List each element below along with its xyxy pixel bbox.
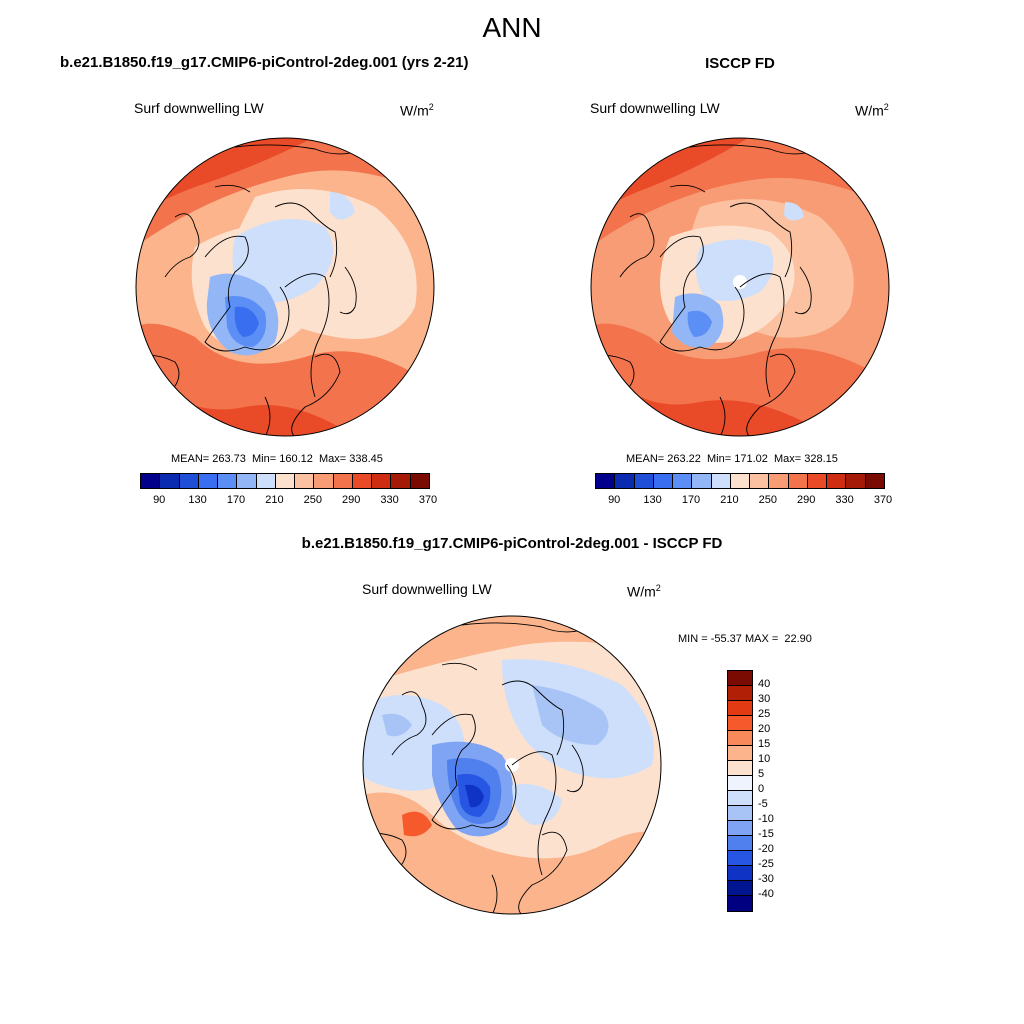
colorbar-swatch [653, 474, 674, 488]
colorbar-swatch [728, 851, 752, 866]
colorbar-swatch [673, 474, 693, 488]
colorbar-swatch [728, 716, 752, 731]
obs-stats-text: MEAN= 263.22 Min= 171.02 Max= 328.15 [626, 453, 838, 465]
colorbar-swatch [728, 746, 752, 761]
colorbar-tick-label: 15 [758, 738, 771, 750]
obs-polar-map [590, 137, 890, 437]
colorbar-tick-label: 330 [380, 494, 399, 506]
colorbar-swatch [730, 474, 751, 488]
diff-colorbar [727, 670, 753, 912]
colorbar-swatch [807, 474, 828, 488]
colorbar-swatch [728, 776, 752, 791]
colorbar-swatch [198, 474, 219, 488]
colorbar-swatch [728, 881, 752, 896]
diff-colorbar-ticks: 40 30 25 20 15 10 5 0 -5 -10 -15 -20 -25 -30 -40 [758, 670, 798, 910]
colorbar-swatch [728, 821, 752, 836]
colorbar-swatch [728, 791, 752, 806]
colorbar-tick-label: 25 [758, 708, 771, 720]
colorbar-swatch [160, 474, 180, 488]
colorbar-swatch [391, 474, 411, 488]
colorbar-swatch [728, 701, 752, 716]
diff-stats-text: MIN = -55.37 MAX = 22.90 [678, 633, 812, 645]
obs-colorbar [595, 473, 885, 489]
obs-dataset-title: ISCCP FD [705, 55, 775, 72]
colorbar-swatch [275, 474, 296, 488]
colorbar-swatch [634, 474, 654, 488]
colorbar-swatch [692, 474, 712, 488]
colorbar-tick-label: 130 [643, 494, 662, 506]
colorbar-tick-label: 290 [342, 494, 361, 506]
colorbar-tick-label: 170 [681, 494, 701, 506]
colorbar-swatch [333, 474, 353, 488]
colorbar-swatch [615, 474, 635, 488]
colorbar-swatch [237, 474, 257, 488]
colorbar-tick-label: 330 [835, 494, 854, 506]
diff-polar-map [362, 615, 662, 915]
colorbar-swatch [256, 474, 276, 488]
model-units-label: W/m2 [400, 102, 434, 119]
colorbar-swatch [788, 474, 808, 488]
colorbar-swatch [728, 836, 752, 851]
colorbar-swatch [179, 474, 199, 488]
colorbar-tick-label: 40 [758, 678, 771, 690]
colorbar-tick-label: 130 [188, 494, 207, 506]
colorbar-swatch [596, 474, 616, 488]
figure-title: ANN [482, 12, 542, 43]
colorbar-tick-label: 0 [758, 783, 765, 795]
colorbar-tick-label: 210 [265, 494, 284, 506]
colorbar-tick-label: 370 [873, 494, 893, 506]
colorbar-tick-label: 250 [758, 494, 777, 506]
colorbar-swatch [141, 474, 161, 488]
colorbar-tick-label: 10 [758, 753, 771, 765]
colorbar-swatch [295, 474, 315, 488]
colorbar-tick-label: -40 [758, 888, 774, 900]
colorbar-swatch [728, 761, 752, 776]
colorbar-tick-label: 170 [226, 494, 246, 506]
colorbar-swatch [352, 474, 373, 488]
model-stats-text: MEAN= 263.73 Min= 160.12 Max= 338.45 [171, 453, 383, 465]
colorbar-tick-label: -30 [758, 873, 774, 885]
colorbar-swatch [728, 806, 752, 821]
colorbar-swatch [314, 474, 334, 488]
obs-units-label: W/m2 [855, 102, 889, 119]
colorbar-tick-label: 210 [720, 494, 739, 506]
colorbar-swatch [750, 474, 770, 488]
difference-title: b.e21.B1850.f19_g17.CMIP6-piControl-2deg… [301, 535, 723, 552]
colorbar-tick-label: 290 [797, 494, 816, 506]
colorbar-tick-label: -25 [758, 858, 774, 870]
colorbar-tick-label: 30 [758, 693, 771, 705]
model-colorbar [140, 473, 430, 489]
colorbar-swatch [728, 686, 752, 701]
colorbar-swatch [769, 474, 789, 488]
colorbar-swatch [372, 474, 392, 488]
colorbar-tick-label: -20 [758, 843, 774, 855]
model-variable-label: Surf downwelling LW [134, 100, 264, 116]
model-colorbar-ticks: 90 130 170 210 250 290 330 370 [140, 494, 437, 508]
colorbar-tick-label: 370 [418, 494, 438, 506]
colorbar-tick-label: 90 [153, 494, 166, 506]
colorbar-swatch [827, 474, 847, 488]
diff-variable-label: Surf downwelling LW [362, 581, 492, 597]
colorbar-swatch [728, 866, 752, 881]
colorbar-swatch [865, 474, 884, 488]
colorbar-swatch [846, 474, 866, 488]
model-case-title: b.e21.B1850.f19_g17.CMIP6-piControl-2deg… [60, 54, 469, 71]
colorbar-swatch [728, 671, 752, 686]
obs-colorbar-ticks: 90 130 170 210 250 290 330 370 [595, 494, 892, 508]
colorbar-swatch [218, 474, 238, 488]
colorbar-tick-label: -10 [758, 813, 774, 825]
colorbar-swatch [410, 474, 429, 488]
colorbar-tick-label: -15 [758, 828, 774, 840]
colorbar-swatch [728, 731, 752, 746]
colorbar-tick-label: -5 [758, 798, 768, 810]
colorbar-swatch [711, 474, 731, 488]
colorbar-swatch [728, 896, 752, 911]
model-polar-map [135, 137, 435, 437]
colorbar-tick-label: 90 [608, 494, 621, 506]
colorbar-tick-label: 250 [303, 494, 322, 506]
obs-variable-label: Surf downwelling LW [590, 100, 720, 116]
colorbar-tick-label: 20 [758, 723, 771, 735]
colorbar-tick-label: 5 [758, 768, 765, 780]
diff-units-label: W/m2 [627, 583, 661, 600]
